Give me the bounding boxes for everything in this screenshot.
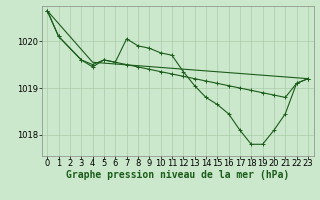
X-axis label: Graphe pression niveau de la mer (hPa): Graphe pression niveau de la mer (hPa) [66,170,289,180]
